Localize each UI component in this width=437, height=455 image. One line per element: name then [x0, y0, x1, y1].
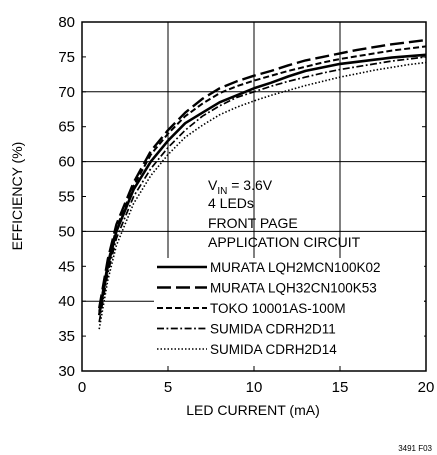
- annotation-vin-prefix: V: [208, 177, 218, 193]
- y-tick-label: 70: [58, 84, 75, 101]
- legend-label: MURATA LQH32CN100K53: [210, 281, 377, 296]
- y-tick-label: 60: [58, 154, 75, 171]
- legend-label: TOKO 10001AS-100M: [210, 301, 346, 316]
- legend-label: SUMIDA CDRH2D11: [210, 322, 336, 337]
- chart-legend: MURATA LQH2MCN100K02 MURATA LQH32CN100K53…: [154, 258, 424, 366]
- annotation-vin-suffix: = 3.6V: [227, 177, 272, 193]
- y-tick-label: 55: [58, 189, 75, 206]
- annotation-vin: VIN = 3.6V: [208, 177, 273, 197]
- y-tick-label: 35: [58, 328, 75, 345]
- y-tick-label: 50: [58, 223, 75, 240]
- annotation-vin-subscript: IN: [217, 186, 227, 197]
- y-tick-label: 75: [58, 49, 75, 66]
- annotation-front-page: FRONT PAGE: [208, 215, 298, 231]
- axis-ticks: 0 5 10 15 20 30 35 40 45 50 55 60 65 70 75 80: [58, 14, 434, 396]
- x-tick-label: 15: [332, 379, 349, 396]
- x-tick-label: 5: [164, 379, 172, 396]
- legend-label: MURATA LQH2MCN100K02: [210, 260, 381, 275]
- x-axis-label: LED CURRENT (mA): [186, 402, 320, 418]
- series-line-3: [98, 45, 427, 312]
- y-tick-label: 80: [58, 14, 75, 31]
- series-line-1: [97, 53, 427, 316]
- figure-reference: 3491 F03: [398, 444, 432, 453]
- annotation-led-count: 4 LEDs: [208, 195, 254, 211]
- x-tick-label: 0: [78, 379, 86, 396]
- y-axis-label: EFFICIENCY (%): [9, 142, 25, 251]
- conditions-annotation: VIN = 3.6V 4 LEDs FRONT PAGE APPLICATION…: [208, 177, 361, 250]
- chart-series: [97, 38, 427, 330]
- y-tick-label: 65: [58, 119, 75, 136]
- legend-label: SUMIDA CDRH2D14: [210, 342, 337, 357]
- legend-background: [154, 258, 424, 366]
- series-line-4: [98, 56, 427, 323]
- y-tick-label: 40: [58, 293, 75, 310]
- y-tick-label: 30: [58, 363, 75, 380]
- series-line-2: [98, 38, 427, 309]
- y-tick-label: 45: [58, 258, 75, 275]
- chart-grid: [82, 22, 426, 371]
- x-tick-label: 20: [418, 379, 435, 396]
- x-tick-label: 10: [246, 379, 263, 396]
- annotation-application-circuit: APPLICATION CIRCUIT: [208, 234, 361, 250]
